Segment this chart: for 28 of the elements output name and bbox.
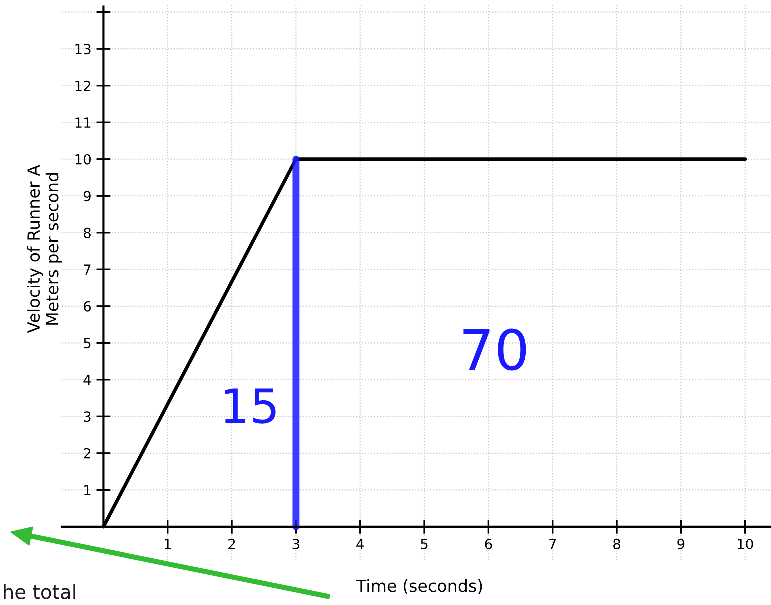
x-tick-label: 4 <box>356 539 364 550</box>
x-tick-label: 1 <box>164 539 172 550</box>
y-tick-label: 7 <box>84 264 91 275</box>
y-tick-label: 4 <box>84 375 92 386</box>
y-tick-label: 2 <box>84 448 91 459</box>
x-tick-label: 10 <box>738 538 754 550</box>
text: he total <box>4 584 76 600</box>
y-tick-label: 8 <box>84 228 91 238</box>
annotation: 15 <box>225 388 276 424</box>
x-axis-title: Time (seconds) <box>356 579 482 594</box>
y-tick-label: 5 <box>84 338 91 349</box>
x-tick-label: 9 <box>678 538 685 550</box>
x-tick-label: 5 <box>421 539 428 550</box>
y-tick-label: 3 <box>84 412 91 422</box>
y-tick-label: 9 <box>84 191 91 202</box>
y-tick-label: 1 <box>84 485 91 496</box>
x-tick-label: 8 <box>614 538 620 550</box>
x-tick-label: 3 <box>292 538 300 550</box>
y-tick-label: 11 <box>76 118 91 128</box>
x-tick-label: 7 <box>550 539 556 550</box>
y-tick-label: 6 <box>84 301 92 312</box>
x-tick-label: 2 <box>228 538 236 550</box>
y-axis-title: Velocity of Runner A Meters per second <box>27 165 62 334</box>
y-tick-label: 12 <box>76 80 91 92</box>
x-tick-label: 6 <box>485 538 492 550</box>
y-tick-label: 13 <box>76 44 91 55</box>
y-tick-label: 10 <box>76 154 91 165</box>
annotation: 70 <box>464 328 526 371</box>
